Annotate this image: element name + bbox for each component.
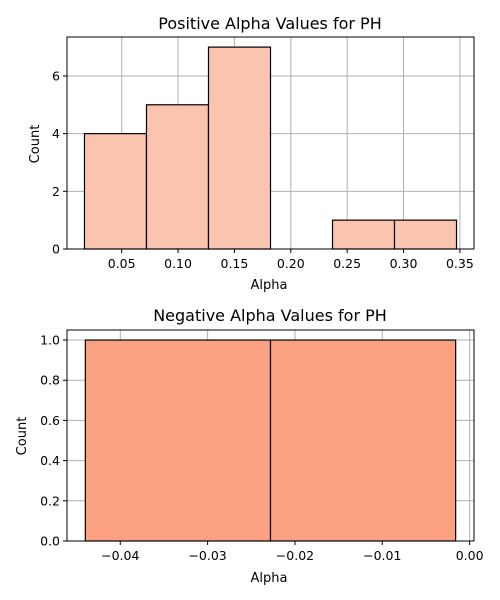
x-tick-label: 0.05 — [108, 256, 136, 271]
x-tick-label: −0.02 — [276, 548, 314, 563]
y-tick-label: 0.6 — [40, 413, 60, 428]
y-tick-label: 6 — [52, 68, 60, 83]
y-axis-label: Count — [15, 417, 30, 456]
y-axis-label: Count — [28, 125, 43, 164]
histogram-bar — [331, 219, 396, 250]
x-tick-label: 0.25 — [333, 256, 361, 271]
chart-title: Positive Alpha Values for PH — [158, 14, 381, 33]
x-tick-label: 0.10 — [164, 256, 192, 271]
x-axis-label: Alpha — [251, 278, 288, 293]
histogram-bar — [207, 46, 272, 250]
y-tick-label: 4 — [52, 126, 60, 141]
histogram-bar — [145, 104, 210, 250]
x-axis-label: Alpha — [251, 571, 288, 586]
x-tick-label: 0.35 — [446, 256, 474, 271]
histogram-bar — [269, 339, 457, 542]
y-tick-label: 0.0 — [40, 534, 60, 549]
y-tick-label: 0.2 — [40, 493, 60, 508]
histogram-bar — [83, 133, 148, 250]
y-tick-label: 1.0 — [40, 333, 60, 348]
x-tick-label: 0.30 — [390, 256, 418, 271]
x-tick-label: 0.15 — [221, 256, 249, 271]
plot-area: 0.05 0.10 0.15 0.20 0.25 0.30 0.35 0 2 4 6 — [52, 36, 475, 271]
histogram-bar — [84, 339, 272, 542]
axes-frame — [66, 329, 475, 542]
y-tick-label: 0.4 — [40, 453, 60, 468]
x-tick-label: 0.20 — [277, 256, 305, 271]
x-tick-label: −0.01 — [363, 548, 401, 563]
x-tick-label: 0.00 — [456, 548, 484, 563]
plot-area: −0.04 −0.03 −0.02 −0.01 0.00 0.0 0.2 0.4 0.6 0.8 1… — [40, 329, 484, 563]
x-tick-label: −0.04 — [101, 548, 139, 563]
axes-frame — [66, 36, 475, 250]
histogram-bar — [393, 219, 458, 250]
x-tick-label: −0.03 — [188, 548, 226, 563]
subplot-negative-alpha: Negative Alpha Values for PH −0.04 −0.03−… — [15, 306, 484, 586]
subplot-positive-alpha: Positive Alpha Values for PH 0.05 0.10 0.1… — [28, 14, 475, 293]
y-tick-label: 0.8 — [40, 373, 60, 388]
chart-title: Negative Alpha Values for PH — [153, 306, 387, 325]
y-tick-label: 2 — [52, 184, 60, 199]
y-tick-label: 0 — [52, 242, 60, 257]
